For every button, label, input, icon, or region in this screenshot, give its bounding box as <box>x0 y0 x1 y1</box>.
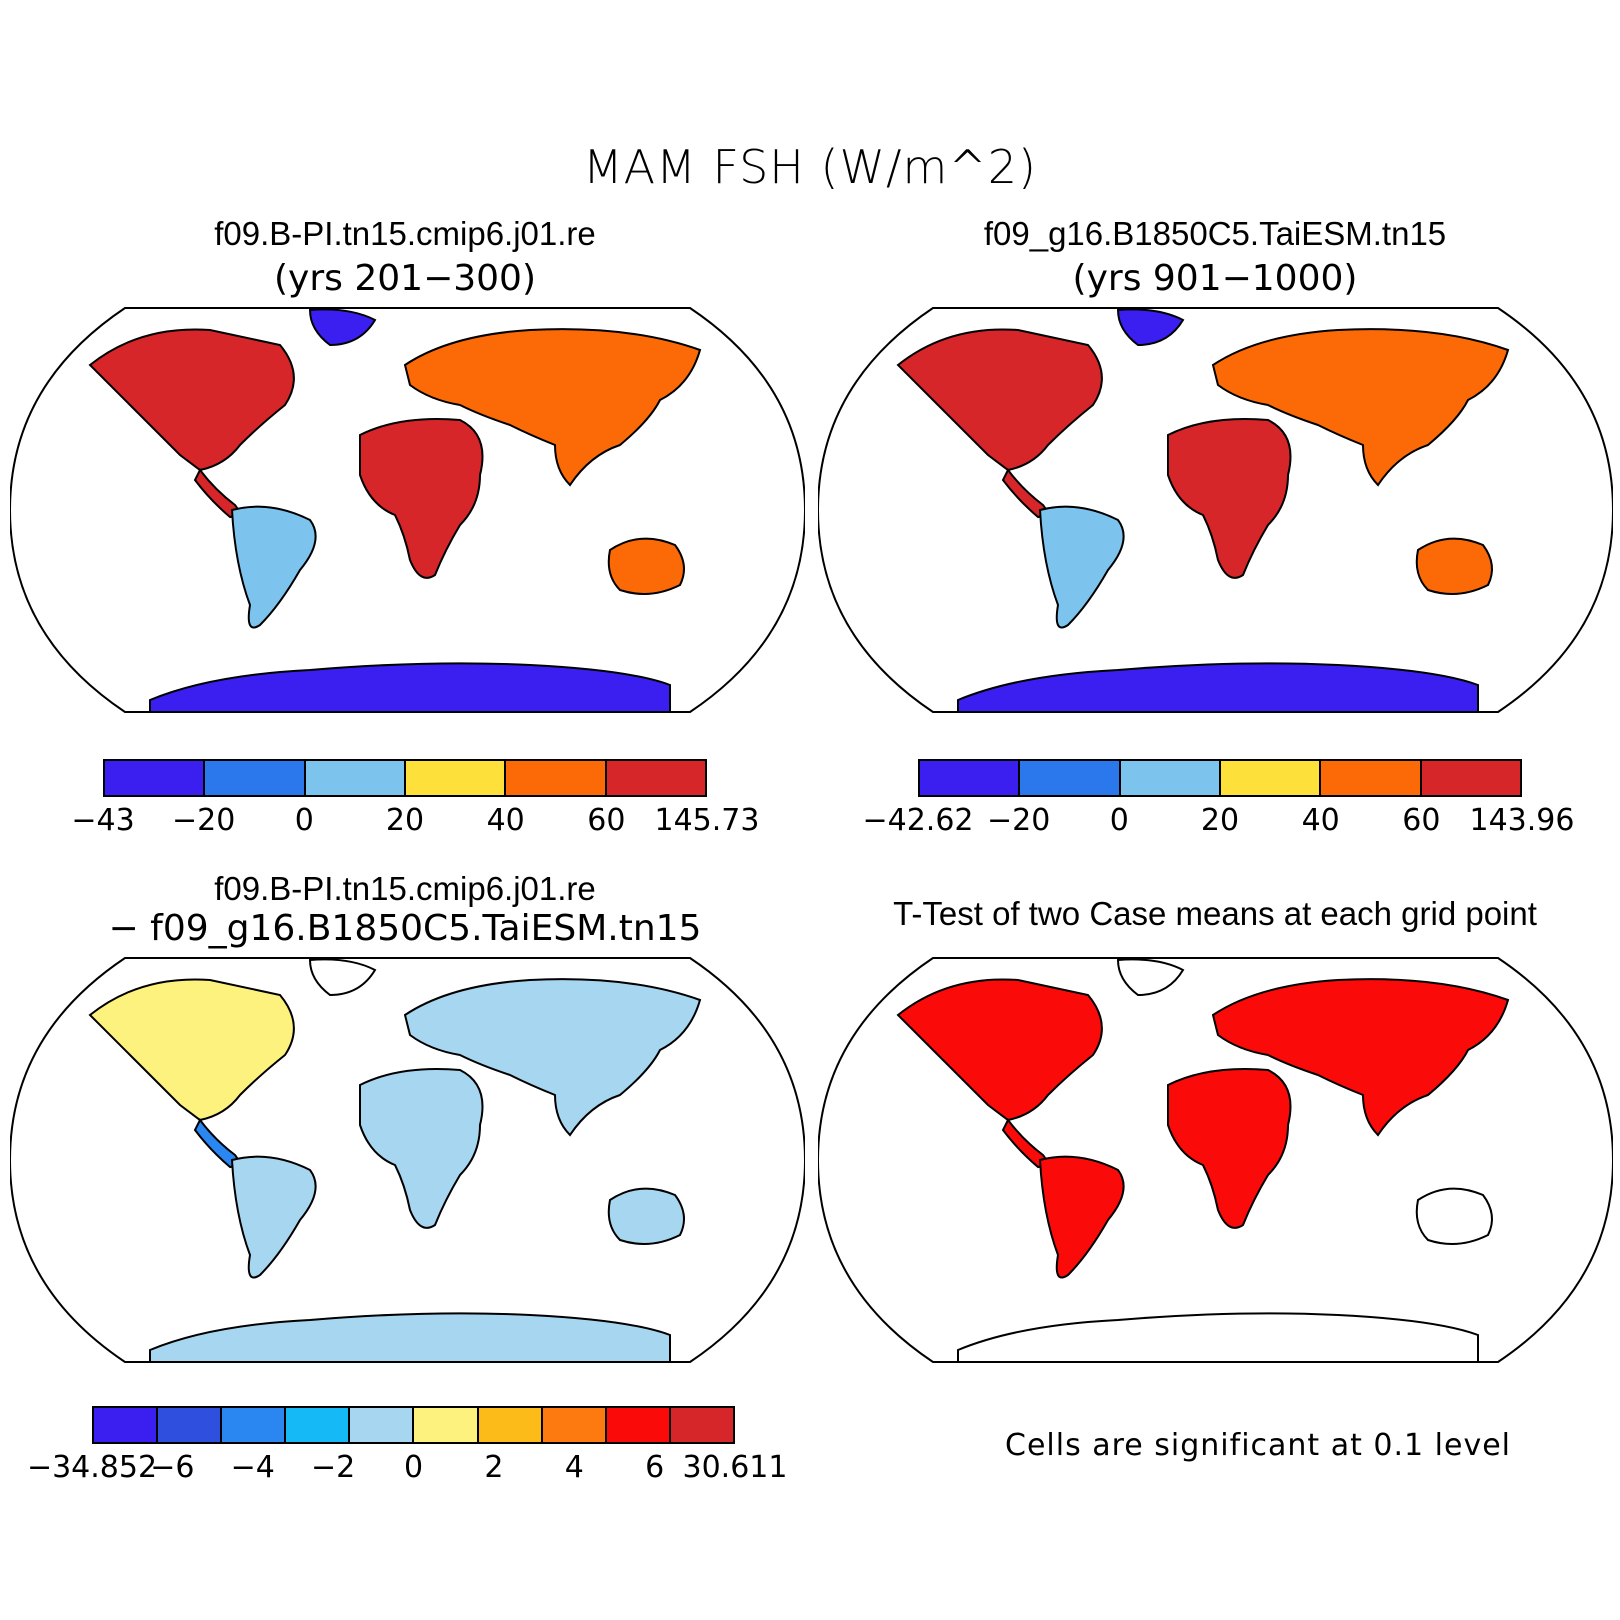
panel2-years: (yrs 901−1000) <box>1072 258 1358 299</box>
colorbar-tick-label: 0 <box>294 803 314 838</box>
landmass-eurasia <box>1211 978 1510 1137</box>
panel3-map <box>10 957 805 1363</box>
landmass-australia <box>1415 537 1493 595</box>
landmass-australia <box>607 537 685 595</box>
panel2-map <box>818 307 1613 713</box>
map-fill <box>88 308 702 713</box>
panel3-case-name: f09.B-PI.tn15.cmip6.j01.re <box>214 870 596 907</box>
significance-note: Cells are significant at 0.1 level <box>1004 1428 1512 1463</box>
landmass-greenland <box>1116 958 1185 997</box>
map-frame <box>818 307 1613 713</box>
colorbar-tick-label: 20 <box>1200 803 1240 838</box>
colorbar-tick-label: −34.852 <box>26 1450 158 1485</box>
landmass-namerica <box>896 978 1103 1122</box>
colorbar-cell <box>606 1408 671 1442</box>
colorbar-cell <box>94 1408 159 1442</box>
panel1-colorbar <box>103 759 707 797</box>
colorbar-tick-label: 4 <box>564 1450 584 1485</box>
colorbar-tick-label: −42.62 <box>862 803 974 838</box>
panel1-case-name: f09.B-PI.tn15.cmip6.j01.re <box>214 215 596 252</box>
map-frame <box>818 957 1613 1363</box>
colorbar-tick-label: −2 <box>311 1450 356 1485</box>
colorbar-cell <box>286 1408 351 1442</box>
colorbar-cell <box>205 761 306 795</box>
map-fill <box>88 958 702 1363</box>
colorbar-tick-label: 143.96 <box>1469 803 1575 838</box>
landmass-namerica <box>88 978 295 1122</box>
colorbar-tick-label: 60 <box>1402 803 1441 838</box>
colorbar-cell <box>305 761 406 795</box>
panel1-years: (yrs 201−300) <box>274 258 536 299</box>
colorbar-tick-label: −43 <box>71 803 135 838</box>
colorbar-tick-label: 145.73 <box>654 803 760 838</box>
landmass-namerica <box>896 328 1103 472</box>
figure-title: MAM FSH (W/m^2) <box>582 140 1038 194</box>
colorbar-tick-label: 0 <box>403 1450 424 1485</box>
panel2-case-name: f09_g16.B1850C5.TaiESM.tn15 <box>983 215 1447 252</box>
colorbar-tick-label: −4 <box>230 1450 275 1485</box>
colorbar-tick-label: 30.611 <box>682 1450 788 1485</box>
colorbar-cell <box>105 761 206 795</box>
colorbar-tick-label: 6 <box>645 1450 665 1485</box>
colorbar-cell <box>506 761 607 795</box>
colorbar-tick-label: 40 <box>486 803 525 838</box>
colorbar-tick-label: −6 <box>150 1450 195 1485</box>
panel3-colorbar <box>92 1406 735 1444</box>
landmass-africa <box>359 1068 484 1229</box>
landmass-samerica <box>230 505 317 629</box>
colorbar-cell <box>405 761 507 795</box>
colorbar-tick-label: 60 <box>587 803 626 838</box>
panel1-map <box>10 307 805 713</box>
landmass-greenland <box>1116 308 1185 347</box>
landmass-samerica <box>1038 505 1125 629</box>
panel2-colorbar <box>918 759 1522 797</box>
colorbar-cell <box>1120 761 1221 795</box>
colorbar-cell <box>920 761 1021 795</box>
panel4-title: T-Test of two Case means at each grid po… <box>893 895 1537 932</box>
panel4-map <box>818 957 1613 1363</box>
landmass-namerica <box>88 328 295 472</box>
colorbar-tick-label: 40 <box>1301 803 1340 838</box>
colorbar-cell <box>542 1408 607 1442</box>
landmass-africa <box>1167 1068 1292 1229</box>
colorbar-tick-label: 0 <box>1109 803 1129 838</box>
landmass-antarctica <box>957 662 1479 713</box>
map-fill <box>896 308 1510 713</box>
colorbar-cell <box>158 1408 223 1442</box>
colorbar-cell <box>350 1408 415 1442</box>
colorbar-cell <box>670 1408 733 1442</box>
colorbar-tick-label: 20 <box>385 803 425 838</box>
landmass-greenland <box>308 958 377 997</box>
landmass-australia <box>1415 1187 1493 1245</box>
landmass-antarctica <box>149 662 671 713</box>
colorbar-cell <box>1321 761 1422 795</box>
colorbar-cell <box>606 761 705 795</box>
map-frame <box>10 307 805 713</box>
landmass-eurasia <box>403 328 702 487</box>
landmass-australia <box>607 1187 685 1245</box>
landmass-samerica <box>1038 1155 1125 1279</box>
panel3-minus-case: − f09_g16.B1850C5.TaiESM.tn15 <box>108 908 702 949</box>
colorbar-cell <box>1020 761 1121 795</box>
landmass-eurasia <box>403 978 702 1137</box>
colorbar-cell <box>1220 761 1322 795</box>
landmass-samerica <box>230 1155 317 1279</box>
landmass-eurasia <box>1211 328 1510 487</box>
colorbar-cell <box>1421 761 1520 795</box>
colorbar-cell <box>414 1408 479 1442</box>
colorbar-tick-label: −20 <box>987 803 1051 838</box>
colorbar-cell <box>222 1408 287 1442</box>
landmass-greenland <box>308 308 377 347</box>
map-frame <box>10 957 805 1363</box>
colorbar-tick-label: 2 <box>484 1450 504 1485</box>
colorbar-tick-label: −20 <box>172 803 236 838</box>
colorbar-cell <box>478 1408 543 1442</box>
landmass-antarctica <box>957 1312 1479 1363</box>
landmass-antarctica <box>149 1312 671 1363</box>
landmass-africa <box>359 418 484 579</box>
map-fill <box>896 958 1510 1363</box>
landmass-africa <box>1167 418 1292 579</box>
